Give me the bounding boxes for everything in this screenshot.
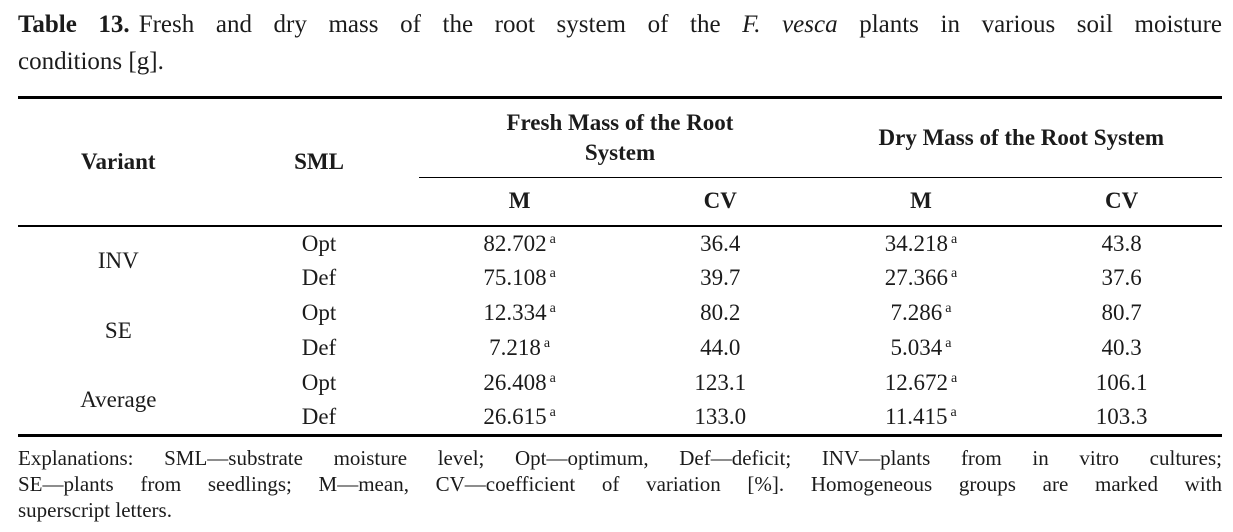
caption-species-name: F. vesca (742, 11, 838, 38)
col-header-variant: Variant (18, 97, 219, 227)
fresh-m-cell: 82.702 a (419, 226, 620, 261)
footnote-line-3: superscript letters. (18, 498, 172, 522)
header-sub-row: M CV M CV (18, 177, 1222, 227)
footnote-line-1: Explanations: SML—substrate moisture lev… (18, 446, 1222, 470)
col-header-dry-cv: CV (1021, 177, 1222, 227)
col-header-fresh-cv: CV (619, 177, 821, 227)
sml-cell: Opt (301, 370, 337, 395)
fresh-m-cell: 26.615 a (419, 401, 620, 436)
dry-m-cell: 12.672 a (821, 366, 1022, 401)
caption-label: Table 13. (18, 11, 130, 38)
homogeneous-group-superscript: a (549, 266, 556, 281)
sml-cell: Def (301, 335, 337, 360)
data-table: Variant SML Fresh Mass of the Root Syste… (18, 96, 1222, 437)
table-row-inv-opt: INV Opt 82.702 a 36.4 34.218 a 43.8 (18, 226, 1222, 274)
dry-m-value: 5.034 (890, 335, 943, 360)
fresh-m-cell: 12.334 a (419, 296, 620, 331)
homogeneous-group-superscript: a (549, 231, 556, 247)
col-header-sml: SML (218, 97, 420, 227)
sml-cell: Def (301, 265, 337, 290)
homogeneous-group-superscript: a (950, 231, 958, 247)
fresh-m-cell: 75.108 a (419, 261, 620, 296)
caption-text-pre: Fresh and dry mass of the root system of… (138, 11, 743, 38)
fresh-m-value: 82.702 (483, 230, 547, 256)
col-group-dry-mass: Dry Mass of the Root System (820, 97, 1222, 178)
fresh-cv-cell: 39.7 (700, 265, 741, 290)
table-row-average-def: Def 26.615 a 133.0 11.415 a 103.3 (18, 401, 1222, 436)
footnote-line-2: SE—plants from seedlings; M—mean, CV—coe… (18, 472, 1222, 496)
sml-cell: Opt (301, 300, 337, 325)
table-row-average-opt: Average Opt 26.408 a 123.1 12.672 a 106.1 (18, 366, 1222, 412)
homogeneous-group-superscript: a (950, 371, 958, 386)
header-group-row: Variant SML Fresh Mass of the Root Syste… (18, 97, 1222, 227)
homogeneous-group-superscript: a (950, 405, 957, 421)
dry-m-value: 11.415 (885, 404, 948, 430)
homogeneous-group-superscript: a (950, 266, 958, 281)
dry-m-cell: 34.218 a (821, 226, 1022, 261)
table-row-inv-def: Def 75.108 a 39.7 27.366 a 37.6 (18, 261, 1222, 296)
dry-cv-cell: 40.3 (1101, 335, 1142, 360)
dry-cv-cell: 106.1 (1095, 370, 1148, 395)
fresh-cv-cell: 123.1 (694, 370, 747, 395)
dry-m-cell: 5.034 a (821, 331, 1022, 366)
fresh-cv-cell: 133.0 (694, 404, 747, 430)
dry-m-value: 34.218 (884, 230, 948, 256)
caption-text-post: plants in various soil moisture (837, 11, 1222, 38)
sml-cell: Def (301, 404, 337, 430)
fresh-cv-cell: 36.4 (700, 230, 741, 256)
dry-cv-cell: 37.6 (1101, 265, 1142, 290)
dry-cv-cell: 103.3 (1095, 404, 1148, 430)
fresh-cv-cell: 44.0 (700, 335, 741, 360)
variant-cell-average: Average (80, 386, 157, 412)
dry-m-value: 12.672 (884, 370, 948, 395)
table-row-se-def: Def 7.218 a 44.0 5.034 a 40.3 (18, 331, 1222, 366)
col-header-fresh-m: M (419, 177, 620, 227)
dry-cv-cell: 80.7 (1101, 300, 1142, 325)
dry-m-value: 27.366 (884, 265, 948, 290)
dry-cv-cell: 43.8 (1101, 230, 1142, 256)
fresh-m-value: 7.218 (489, 335, 541, 360)
table-caption: Table 13. Fresh and dry mass of the root … (18, 6, 1222, 80)
caption-line-2: conditions [g]. (18, 48, 164, 75)
fresh-m-cell: 7.218 a (419, 331, 620, 366)
table-body: INV Opt 82.702 a 36.4 34.218 a 43.8 Def 75… (18, 226, 1222, 436)
fresh-mass-group-label: Fresh Mass of the Root System (506, 110, 734, 165)
fresh-cv-cell: 80.2 (700, 300, 741, 325)
fresh-m-value: 75.108 (483, 265, 547, 290)
dry-m-cell: 11.415 a (821, 401, 1022, 436)
homogeneous-group-superscript: a (549, 371, 556, 386)
fresh-m-value: 12.334 (483, 300, 547, 325)
table-footnote: Explanations: SML—substrate moisture lev… (18, 445, 1222, 523)
homogeneous-group-superscript: a (543, 336, 551, 351)
dry-m-value: 7.286 (890, 300, 943, 325)
dry-m-cell: 7.286 a (821, 296, 1022, 331)
dry-m-cell: 27.366 a (821, 261, 1022, 296)
sml-cell: Opt (301, 230, 337, 256)
variant-cell-inv: INV (97, 248, 139, 273)
homogeneous-group-superscript: a (945, 336, 952, 351)
col-header-dry-m: M (820, 177, 1022, 227)
col-group-fresh-mass: Fresh Mass of the Root System (419, 97, 821, 178)
fresh-m-value: 26.408 (483, 370, 547, 395)
variant-cell-se: SE (104, 317, 132, 343)
table-row-se-opt: SE Opt 12.334 a 80.2 7.286 a 80.7 (18, 296, 1222, 343)
table-header: Variant SML Fresh Mass of the Root Syste… (18, 97, 1222, 227)
dry-mass-group-label: Dry Mass of the Root System (878, 125, 1165, 150)
homogeneous-group-superscript: a (549, 301, 556, 316)
caption-line-1: Table 13. Fresh and dry mass of the root … (18, 6, 1222, 43)
fresh-m-cell: 26.408 a (419, 366, 620, 401)
fresh-m-value: 26.615 (483, 404, 547, 430)
homogeneous-group-superscript: a (945, 301, 952, 316)
homogeneous-group-superscript: a (549, 405, 556, 421)
